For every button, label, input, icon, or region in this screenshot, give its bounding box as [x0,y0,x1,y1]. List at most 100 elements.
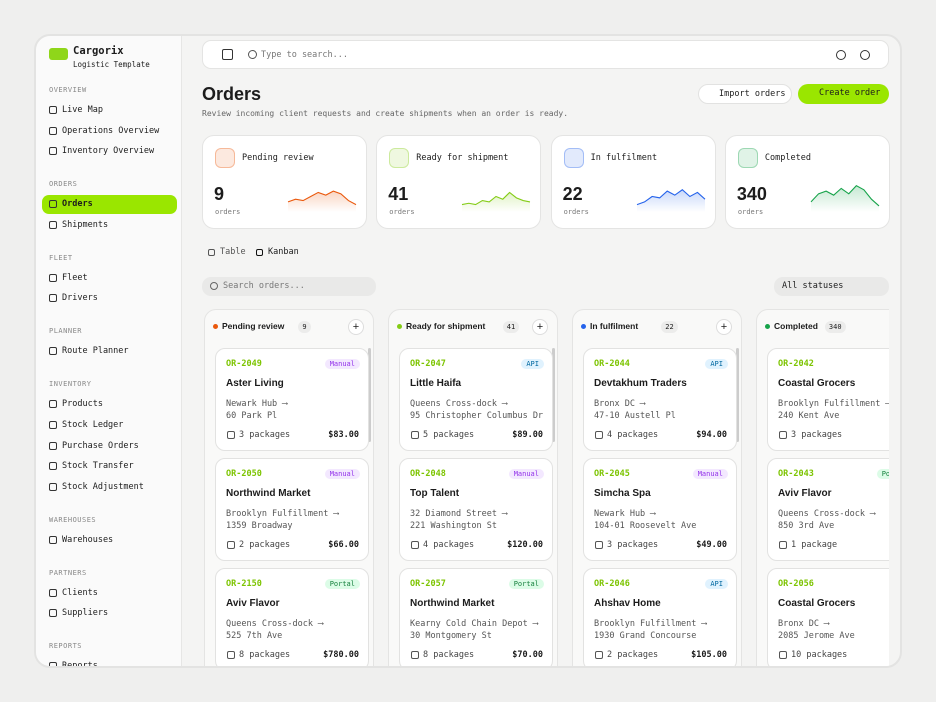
scrollbar [736,348,739,442]
nav-item[interactable]: Fleet [62,272,88,283]
from-address: Queens Cross-dock ⟶ [410,399,508,409]
icon [49,273,57,282]
order-card[interactable]: OR-2056 Coastal Grocers Bronx DC ⟶ 2085 Jer… [767,568,889,666]
order-id: OR-2046 [594,579,630,589]
stat-label: In fulfilment [590,153,658,163]
order-card[interactable]: OR-2046 API Ahshav Home Brooklyn Fulfillmen… [583,568,737,666]
stat-value: 340 [736,184,767,204]
order-card[interactable]: OR-2043 Portal Aviv Flavor Queens Cross-doc… [767,458,889,561]
icon [210,282,218,290]
icon [860,50,870,60]
nav-item[interactable]: Products [62,399,103,410]
status-filter[interactable]: All statuses [774,277,889,296]
search-input[interactable]: Type to search... [261,50,348,60]
order-card[interactable]: OR-2042 Coastal Grocers Brooklyn Fulfillme… [767,348,889,451]
order-card[interactable]: OR-2047 API Little Haifa Queens Cross-dock … [399,348,553,451]
scrollbar [368,348,371,442]
sparkline [462,191,531,212]
icon [49,200,57,209]
nav-item[interactable]: Stock Transfer [62,461,134,472]
order-card[interactable]: OR-2057 Portal Northwind Market Kearny Cold… [399,568,553,666]
nav-item[interactable]: Stock Adjustment [62,481,144,492]
section-title: INVENTORY [49,380,92,389]
nav-item[interactable]: Reports [62,661,98,668]
package-count: 3 packages [239,430,291,440]
add-button[interactable]: + [716,319,732,335]
sparkline [810,185,880,212]
stat-unit: orders [389,208,415,216]
from-address: Queens Cross-dock ⟶ [226,619,324,629]
order-card[interactable]: OR-2044 API Devtakhum Traders Bronx DC ⟶ 47-… [583,348,737,451]
column-title: Completed [774,321,818,331]
order-id: OR-2042 [778,359,814,369]
package-count: 2 packages [607,650,659,660]
package-count: 10 packages [791,650,848,660]
package-count: 4 packages [423,540,475,550]
to-address: 30 Montgomery St [410,631,492,641]
to-address: 2085 Jerome Ave [778,631,855,641]
client-name: Northwind Market [226,488,311,499]
from-address: Bronx DC ⟶ [778,619,830,629]
to-address: 525 7th Ave [226,631,283,641]
nav-item[interactable]: Purchase Orders [62,440,139,451]
section-title: REPORTS [49,642,83,651]
icon [779,431,787,439]
nav-item[interactable]: Warehouses [62,534,114,545]
icon [411,541,419,549]
column-count: 340 [824,321,846,333]
from-address: Newark Hub ⟶ [226,399,288,409]
orders-search[interactable]: Search orders... [202,277,376,296]
column-count: 22 [661,321,678,333]
order-amount: $89.00 [512,430,543,440]
status-dot [765,324,770,329]
nav-item[interactable]: Inventory Overview [62,146,155,157]
to-address: 240 Kent Ave [778,411,840,421]
column-count: 9 [298,321,311,333]
client-name: Coastal Grocers [778,598,856,609]
nav-item[interactable]: Clients [62,587,98,598]
kanban: Pending review 9 + OR-2049 Manual Aster Livin… [202,309,889,666]
package-count: 8 packages [423,650,475,660]
client-name: Top Talent [410,488,460,499]
topbar: Type to search... [202,40,889,69]
tab-table[interactable]: Table [220,247,246,257]
source-tag: Manual [508,469,544,479]
sparkline [287,190,357,212]
order-card[interactable]: OR-2049 Manual Aster Living Newark Hub ⟶ 60 … [215,348,369,451]
create-button[interactable]: Create order [798,84,889,104]
stat-unit: orders [215,208,241,216]
to-address: 850 3rd Ave [778,521,835,531]
nav-item[interactable]: Drivers [62,293,98,304]
nav-item[interactable]: Orders [62,199,93,210]
order-card[interactable]: OR-2045 Manual Simcha Spa Newark Hub ⟶ 104-0… [583,458,737,561]
nav-item[interactable]: Route Planner [62,346,129,357]
order-card[interactable]: OR-2050 Manual Northwind Market Brooklyn Fu… [215,458,369,561]
from-address: Brooklyn Fulfillment ⟶ [778,399,889,409]
client-name: Simcha Spa [594,488,651,499]
nav-item[interactable]: Live Map [62,105,103,115]
nav-item[interactable]: Shipments [62,219,109,230]
stat-icon [215,148,235,168]
stat-label: Pending review [242,153,314,163]
section-title: FLEET [49,253,73,262]
section-title: WAREHOUSES [49,515,97,524]
order-card[interactable]: OR-2150 Portal Aviv Flavor Queens Cross-doc… [215,568,369,666]
add-button[interactable]: + [348,319,364,335]
package-count: 5 packages [423,430,475,440]
import-button[interactable]: Import orders [698,84,792,104]
tab-kanban[interactable]: Kanban [268,247,299,257]
order-id: OR-2047 [410,359,446,369]
nav-item[interactable]: Stock Ledger [62,420,124,430]
to-address: 95 Christopher Columbus Dr [410,411,544,421]
add-button[interactable]: + [532,319,548,335]
stat-value: 41 [388,184,409,204]
icon [222,49,233,60]
from-address: Brooklyn Fulfillment ⟶ [226,509,339,519]
order-card[interactable]: OR-2048 Manual Top Talent 32 Diamond Street… [399,458,553,561]
nav-item[interactable]: Suppliers [62,608,109,619]
icon [49,462,57,471]
nav-item[interactable]: Operations Overview [62,125,160,136]
icon [49,421,57,429]
client-name: Aviv Flavor [778,488,832,499]
icon [49,294,57,303]
